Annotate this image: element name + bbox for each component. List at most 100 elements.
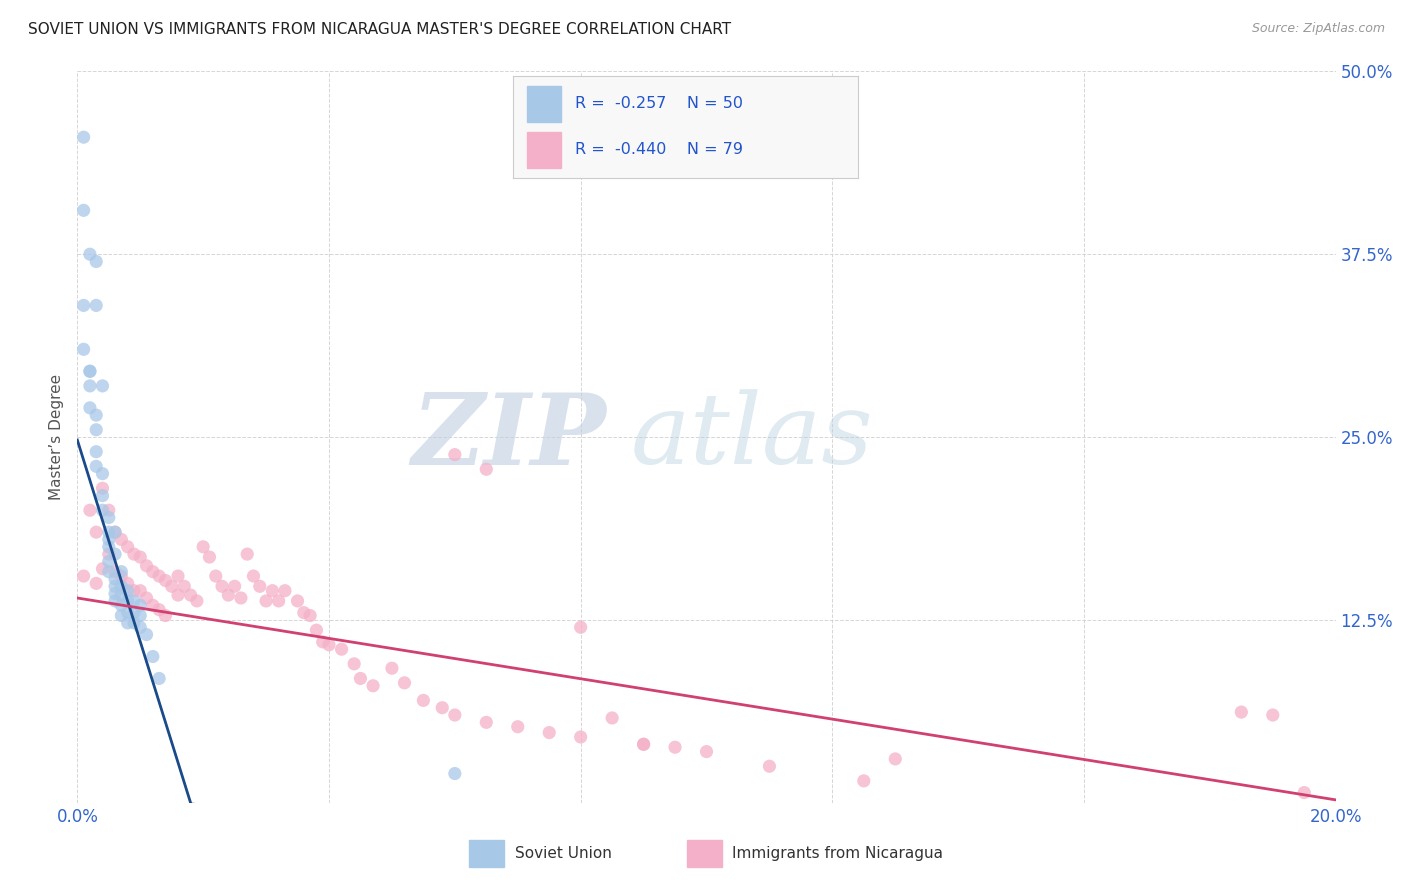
Point <box>104 572 127 586</box>
Point <box>664 740 686 755</box>
Point <box>91 481 114 495</box>
Point <box>142 599 165 613</box>
Point <box>129 620 152 634</box>
Text: Soviet Union: Soviet Union <box>515 847 612 861</box>
Point <box>696 745 718 759</box>
Point <box>305 623 328 637</box>
Point <box>432 700 454 714</box>
Point <box>117 594 139 608</box>
Point <box>84 525 107 540</box>
Point <box>600 711 623 725</box>
Point <box>84 298 107 312</box>
Point <box>229 591 252 605</box>
Point <box>122 615 145 630</box>
Point <box>104 579 127 593</box>
Point <box>444 708 467 723</box>
Point <box>173 579 195 593</box>
Point <box>343 657 366 671</box>
Point <box>110 608 132 623</box>
Point <box>104 594 127 608</box>
Point <box>110 579 132 593</box>
Point <box>104 586 127 600</box>
Point <box>97 540 120 554</box>
Point <box>72 569 94 583</box>
Point <box>444 766 467 780</box>
Point <box>97 554 120 568</box>
Point <box>142 565 165 579</box>
Point <box>1294 786 1316 800</box>
Point <box>79 364 101 378</box>
Point <box>122 594 145 608</box>
Point <box>312 635 335 649</box>
Point <box>110 533 132 547</box>
Point <box>97 525 120 540</box>
Point <box>91 489 114 503</box>
Point <box>84 459 107 474</box>
Point <box>97 565 120 579</box>
Point <box>122 606 145 620</box>
Point <box>180 588 202 602</box>
Point <box>110 565 132 579</box>
Point <box>287 594 309 608</box>
Point <box>91 503 114 517</box>
Point <box>117 583 139 598</box>
Point <box>155 574 177 588</box>
Point <box>135 627 157 641</box>
Point <box>97 547 120 561</box>
Text: ZIP: ZIP <box>411 389 606 485</box>
Point <box>186 594 208 608</box>
Point <box>569 730 592 744</box>
Text: Source: ZipAtlas.com: Source: ZipAtlas.com <box>1251 22 1385 36</box>
Point <box>249 579 271 593</box>
Point <box>91 562 114 576</box>
Text: SOVIET UNION VS IMMIGRANTS FROM NICARAGUA MASTER'S DEGREE CORRELATION CHART: SOVIET UNION VS IMMIGRANTS FROM NICARAGU… <box>28 22 731 37</box>
Point <box>84 254 107 268</box>
Point <box>129 549 152 564</box>
Point <box>361 679 384 693</box>
Point <box>191 540 215 554</box>
Point <box>217 588 239 602</box>
Point <box>569 620 592 634</box>
Point <box>330 642 353 657</box>
Point <box>84 408 107 422</box>
Point <box>242 569 264 583</box>
Point <box>412 693 434 707</box>
Point <box>117 606 139 620</box>
Point <box>104 547 127 561</box>
Point <box>110 569 132 583</box>
Point <box>633 737 655 751</box>
Point <box>110 588 132 602</box>
Point <box>538 725 561 739</box>
Point <box>633 737 655 751</box>
Point <box>72 203 94 218</box>
Point <box>97 533 120 547</box>
Point <box>72 130 94 145</box>
Point <box>104 565 127 579</box>
Point <box>104 525 127 540</box>
Point <box>167 588 190 602</box>
Point <box>1230 705 1253 719</box>
Point <box>254 594 277 608</box>
Point <box>475 462 498 476</box>
Bar <box>527 132 561 168</box>
Text: R =  -0.257    N = 50: R = -0.257 N = 50 <box>575 96 744 111</box>
Bar <box>527 87 561 122</box>
Point <box>394 676 416 690</box>
Point <box>236 547 259 561</box>
Point <box>110 599 132 613</box>
Point <box>72 298 94 312</box>
Y-axis label: Master’s Degree: Master’s Degree <box>49 374 65 500</box>
Point <box>79 379 101 393</box>
Point <box>444 448 467 462</box>
Point <box>129 608 152 623</box>
Point <box>117 576 139 591</box>
Point <box>267 594 290 608</box>
Point <box>211 579 233 593</box>
Point <box>129 599 152 613</box>
Point <box>204 569 226 583</box>
Point <box>224 579 246 593</box>
Point <box>97 503 120 517</box>
Point <box>349 672 371 686</box>
Point <box>148 569 170 583</box>
Point <box>129 583 152 598</box>
